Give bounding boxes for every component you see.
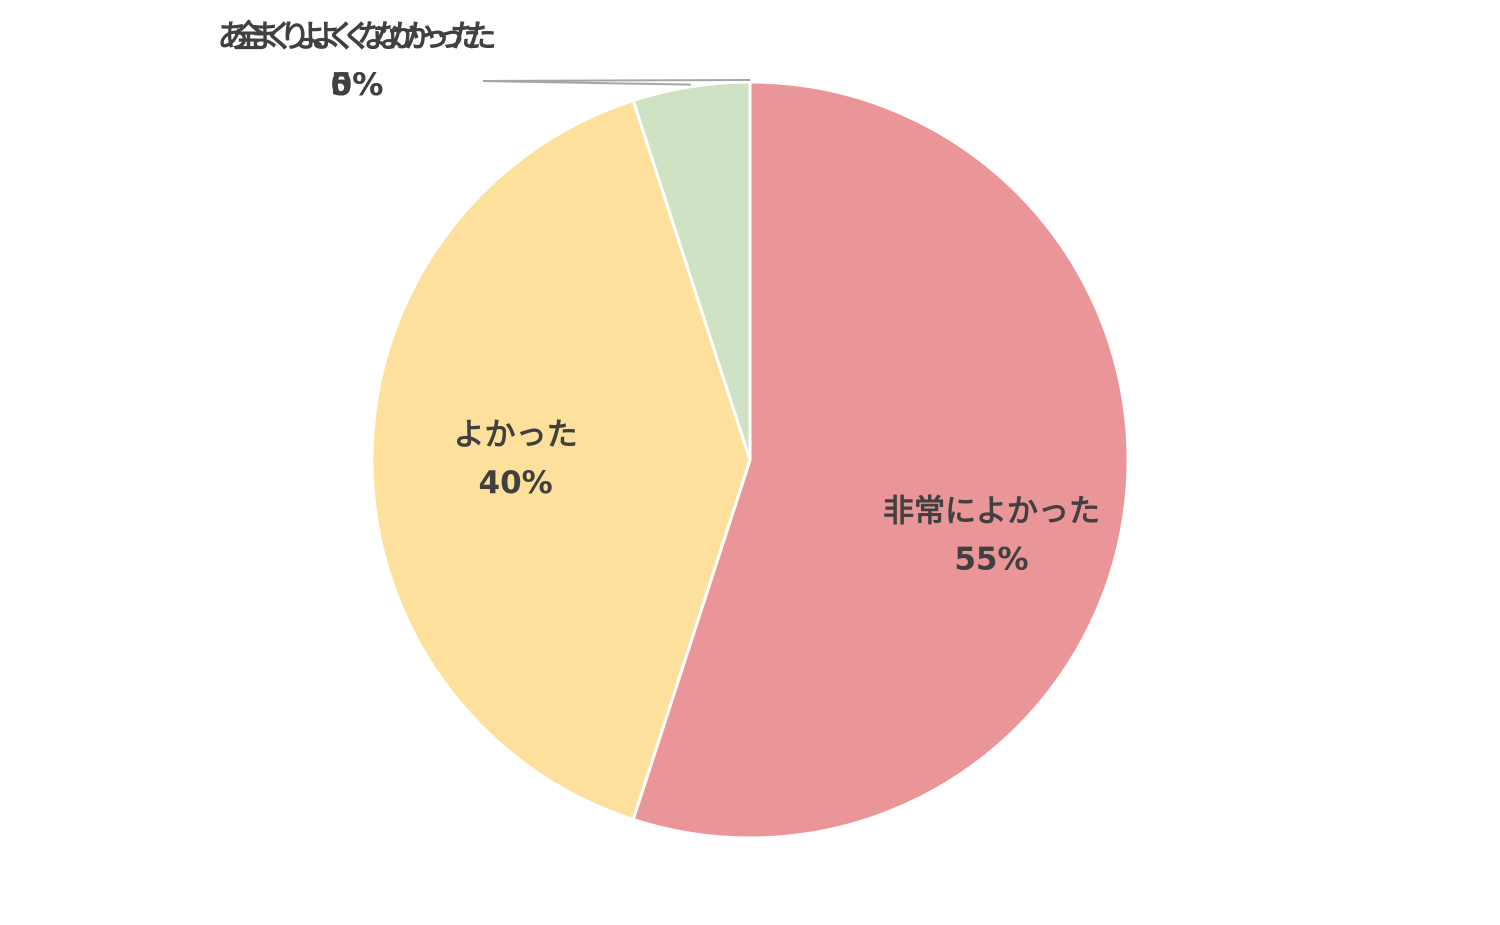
value-label: 40% <box>479 465 553 501</box>
value-label: 0% <box>331 67 384 103</box>
data-label: 全くよくなかった 0% <box>232 19 481 103</box>
data-label: 非常によかった 55% <box>883 493 1100 577</box>
data-label: よかった 40% <box>454 417 578 501</box>
leader-line <box>482 79 751 82</box>
category-label: 非常によかった <box>883 493 1100 529</box>
category-label: よかった <box>454 417 578 453</box>
value-label: 55% <box>954 541 1028 577</box>
category-label: 全くよくなかった <box>232 19 481 55</box>
pie-slice <box>631 80 1130 840</box>
value-label: 5% <box>331 67 384 103</box>
data-label: あまりよくなかった 5% <box>218 19 497 103</box>
pie-slice <box>370 98 752 822</box>
category-label: あまりよくなかった <box>218 19 497 55</box>
